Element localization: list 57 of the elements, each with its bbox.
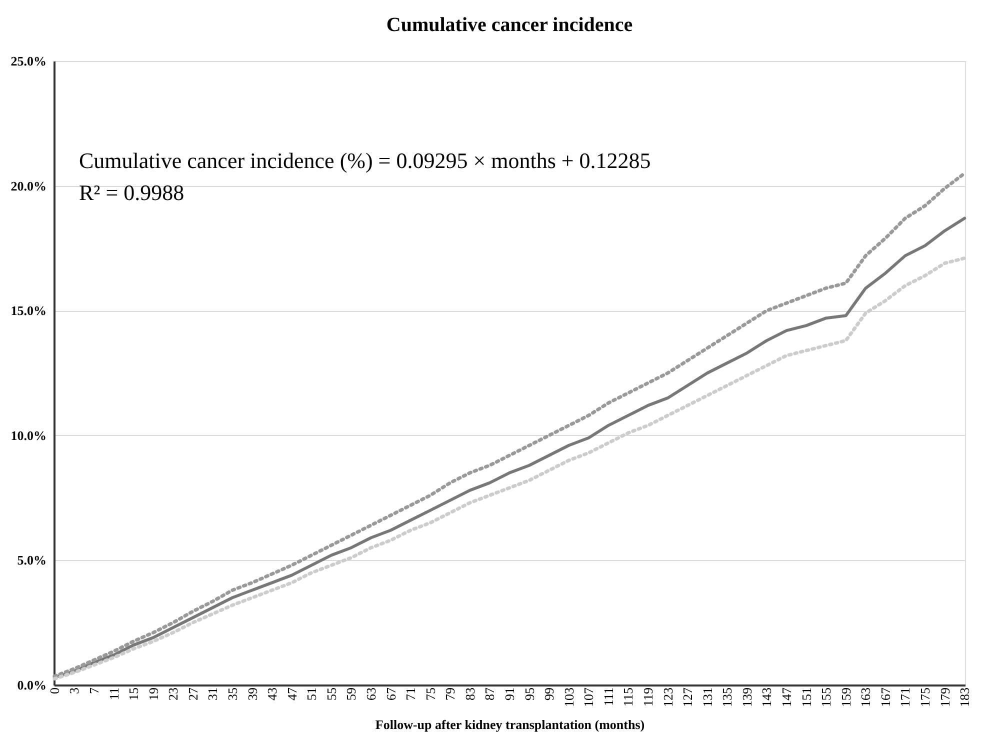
- x-tick-label: 35: [224, 688, 240, 700]
- x-tick-label: 63: [363, 688, 378, 700]
- x-tick-label: 75: [422, 688, 438, 700]
- x-tick-label: 135: [720, 688, 735, 707]
- x-tick-label: 11: [106, 688, 122, 700]
- x-tick-label: 3: [66, 688, 82, 694]
- x-tick-label: 107: [581, 687, 596, 707]
- x-tick-label: 179: [937, 688, 952, 707]
- x-tick-label: 31: [205, 688, 220, 700]
- chart-title: Cumulative cancer incidence: [386, 14, 633, 36]
- x-axis-title: Follow-up after kidney transplantation (months): [375, 717, 645, 732]
- x-tick-label: 123: [660, 688, 676, 707]
- y-tick-label: 15.0%: [10, 303, 46, 318]
- x-tick-label: 163: [858, 688, 874, 707]
- annotation: R² = 0.9988: [79, 180, 184, 205]
- x-tick-label: 95: [522, 688, 537, 700]
- y-tick-label: 25.0%: [10, 54, 46, 68]
- x-tick-label: 87: [482, 687, 498, 700]
- x-tick-label: 171: [898, 688, 913, 707]
- x-tick-label: 0: [46, 688, 62, 694]
- x-tick-label: 99: [542, 688, 557, 700]
- x-tick-label: 91: [502, 688, 517, 700]
- x-tick-label: 47: [284, 687, 300, 700]
- x-tick-label: 115: [620, 688, 636, 707]
- annotation: Cumulative cancer incidence (%) = 0.09295 × months + 0.12285: [79, 148, 651, 173]
- x-tick-label: 111: [600, 688, 616, 706]
- x-tick-label: 39: [244, 688, 260, 700]
- x-tick-label: 15: [126, 688, 142, 700]
- x-tick-label: 147: [779, 687, 794, 707]
- x-tick-label: 139: [739, 688, 754, 707]
- x-tick-label: 83: [462, 688, 478, 700]
- x-tick-label: 103: [561, 688, 576, 707]
- x-tick-label: 51: [304, 688, 320, 700]
- x-tick-label: 119: [640, 688, 656, 707]
- x-tick-label: 67: [383, 687, 398, 700]
- x-tick-label: 167: [878, 687, 893, 707]
- x-tick-label: 183: [957, 688, 972, 707]
- x-tick-label: 59: [344, 688, 359, 700]
- x-tick-label: 155: [818, 688, 834, 707]
- y-tick-label: 0.0%: [17, 678, 46, 692]
- x-tick-label: 71: [403, 688, 418, 700]
- x-tick-label: 7: [86, 687, 102, 694]
- x-tick-label: 131: [700, 688, 715, 707]
- y-tick-label: 10.0%: [10, 428, 46, 443]
- x-tick-label: 151: [798, 688, 814, 707]
- x-tick-label: 23: [166, 688, 181, 700]
- x-tick-label: 143: [759, 688, 774, 707]
- x-tick-label: 55: [324, 688, 339, 700]
- y-tick-label: 5.0%: [17, 552, 46, 568]
- x-tick-label: 79: [442, 688, 458, 700]
- y-tick-label: 20.0%: [10, 178, 46, 194]
- x-tick-label: 43: [264, 688, 280, 700]
- x-tick-label: 127: [680, 687, 696, 707]
- x-tick-label: 27: [185, 687, 200, 700]
- x-tick-label: 159: [838, 688, 854, 707]
- x-tick-label: 19: [146, 688, 161, 700]
- x-tick-label: 175: [918, 688, 933, 707]
